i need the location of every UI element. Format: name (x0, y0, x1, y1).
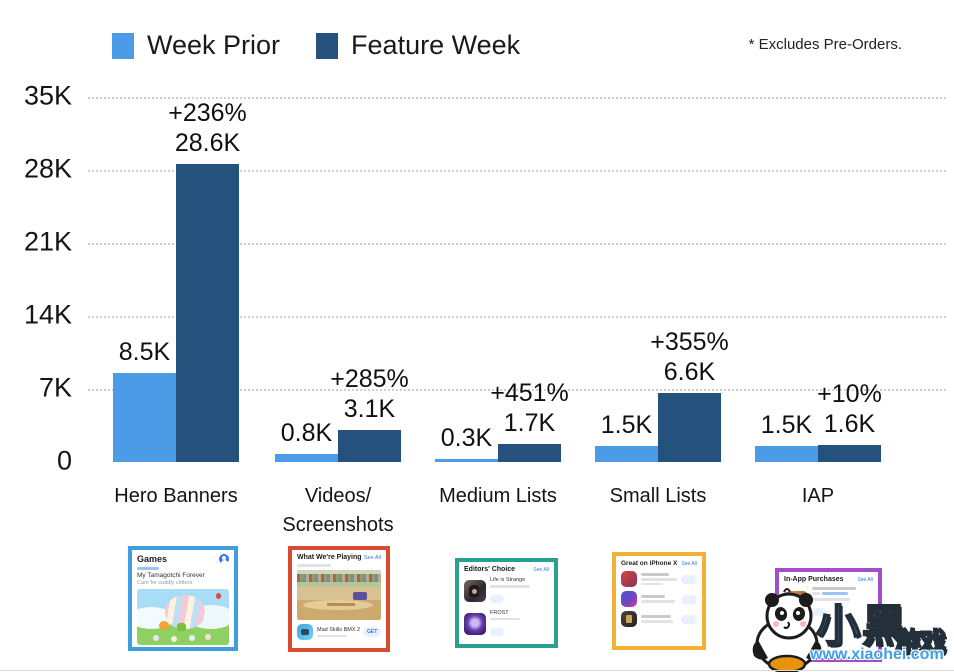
week-prior-label: Week Prior (147, 30, 281, 60)
life-is-strange-title[interactable]: Life is Strange (490, 577, 526, 583)
iap-price-button[interactable] (812, 608, 826, 616)
iap-card-see-all[interactable]: See All (857, 576, 873, 583)
hero-app-subtitle: Care for cuddly critters (137, 580, 193, 586)
mad-skills-title[interactable]: Mad Skills BMX 2 (317, 626, 361, 633)
mad-skills-app-icon[interactable] (297, 624, 313, 640)
video-screenshot[interactable] (297, 570, 381, 620)
y-axis-tick-0: 0 (56, 445, 72, 476)
life-is-strange-app-icon[interactable] (464, 580, 486, 603)
frost-price-button[interactable] (490, 627, 504, 636)
bar-week-prior-iap (755, 446, 818, 462)
bar-feature-week-videos-screenshots (338, 429, 401, 462)
bar-week-prior-medium-lists (435, 458, 498, 462)
editors-card-see-all[interactable]: See All (533, 566, 549, 573)
video-thumbnail-card: What We're Playing See All Mad Skills BM… (288, 546, 390, 652)
app-icon-3[interactable] (621, 611, 637, 627)
bar-feature-week-small-lists (658, 393, 721, 462)
legend-item-feature-week: Feature Week (316, 30, 520, 61)
app-icon-1[interactable] (621, 571, 637, 587)
value-label-week-prior-small-lists: 1.5K (600, 411, 653, 440)
bar-feature-week-iap (818, 445, 881, 462)
hero-banner-thumbnail-card: Games My Tamagotchi Forever Care for cud… (128, 546, 238, 651)
frost-title[interactable]: FROST (490, 609, 509, 616)
value-label-week-prior-videos-screenshots: 0.8K (280, 418, 333, 447)
chart-legend: Week Prior Feature Week (112, 30, 542, 61)
watermark-brand-sub: 游戏 (893, 626, 947, 658)
bar-week-prior-videos-screenshots (275, 453, 338, 462)
excludes-preorders-note: * Excludes Pre-Orders. (748, 36, 902, 53)
balloon-art (216, 593, 221, 599)
eyebrow-text-skeleton (137, 567, 159, 570)
editors-card-title: Editors' Choice (464, 566, 516, 573)
x-axis-label-iap: IAP (801, 485, 835, 507)
price-button-1[interactable] (681, 574, 697, 584)
percent-change-label-videos-screenshots: +285% (330, 364, 409, 393)
video-card-subtitle-skeleton (297, 564, 331, 567)
y-axis-tick-7k: 7K (38, 372, 72, 403)
y-axis-tick-28k: 28K (23, 153, 72, 184)
frost-app-icon[interactable] (464, 612, 486, 635)
iphonex-thumbnail-card: Great on iPhone X See All (612, 552, 706, 650)
value-label-feature-week-videos-screenshots: 3.1K (343, 394, 396, 423)
gridline-21k (88, 243, 946, 245)
x-axis-label-hero-banners: Hero Banners (114, 485, 238, 507)
editors-choice-thumbnail-card: Editors' Choice See All Life is Strange … (455, 558, 558, 648)
x-axis-label-videos-screenshots: Videos/ Screenshots (282, 485, 394, 536)
x-axis-label-small-lists: Small Lists (609, 485, 707, 507)
week-prior-swatch (112, 32, 134, 59)
app-icon-2[interactable] (621, 591, 637, 607)
watermark-brand-main: 小黑 (815, 601, 908, 652)
bar-week-prior-small-lists (595, 446, 658, 462)
bar-feature-week-medium-lists (498, 444, 561, 462)
percent-change-label-iap: +10% (817, 380, 882, 409)
value-label-feature-week-small-lists: 6.6K (663, 358, 716, 387)
y-axis-tick-21k: 21K (23, 226, 72, 257)
hero-banner-artwork[interactable] (137, 589, 229, 645)
games-card-title: Games (137, 554, 168, 564)
life-is-strange-price-button[interactable] (490, 595, 504, 603)
price-button-2[interactable] (681, 594, 697, 604)
value-label-week-prior-hero-banners: 8.5K (118, 338, 171, 367)
iap-card-title: In-App Purchases (784, 576, 844, 583)
value-label-week-prior-iap: 1.5K (760, 411, 813, 440)
profile-icon[interactable] (219, 554, 229, 564)
bar-feature-week-hero-banners (176, 163, 239, 462)
percent-change-label-small-lists: +355% (650, 328, 729, 357)
bottom-divider (0, 670, 954, 671)
video-card-see-all[interactable]: See All (363, 554, 381, 561)
gridline-14k (88, 316, 946, 318)
value-label-feature-week-hero-banners: 28.6K (174, 128, 241, 157)
bmx-rider-art (353, 592, 367, 600)
iphonex-card-title: Great on iPhone X (621, 560, 678, 567)
percent-change-label-hero-banners: +236% (168, 98, 247, 127)
video-card-title: What We're Playing (297, 554, 362, 561)
get-button[interactable]: GET (363, 627, 381, 637)
gridline-35k (88, 97, 946, 99)
value-label-week-prior-medium-lists: 0.3K (440, 423, 493, 452)
value-label-feature-week-iap: 1.6K (823, 410, 876, 439)
feature-week-swatch (316, 32, 339, 59)
x-axis-label-medium-lists: Medium Lists (439, 485, 557, 507)
gridline-28k (88, 170, 946, 172)
legend-item-week-prior: Week Prior (112, 30, 280, 61)
gridline-7k (88, 389, 946, 391)
y-axis-tick-14k: 14K (23, 299, 72, 330)
price-button-3[interactable] (681, 614, 697, 624)
iphonex-card-see-all[interactable]: See All (681, 560, 697, 567)
value-label-feature-week-medium-lists: 1.7K (503, 409, 556, 438)
hero-app-title[interactable]: My Tamagotchi Forever (137, 572, 205, 579)
y-axis-tick-35k: 35K (23, 80, 72, 111)
watermark-url: www.xiaohei.com (810, 646, 944, 663)
xiaohei-watermark: 小黑 游戏 www.xiaohei.com (748, 588, 954, 672)
bar-week-prior-hero-banners (113, 373, 176, 462)
percent-change-label-medium-lists: +451% (490, 379, 569, 408)
feature-week-label: Feature Week (351, 30, 521, 60)
panda-mascot-logo (752, 588, 822, 672)
